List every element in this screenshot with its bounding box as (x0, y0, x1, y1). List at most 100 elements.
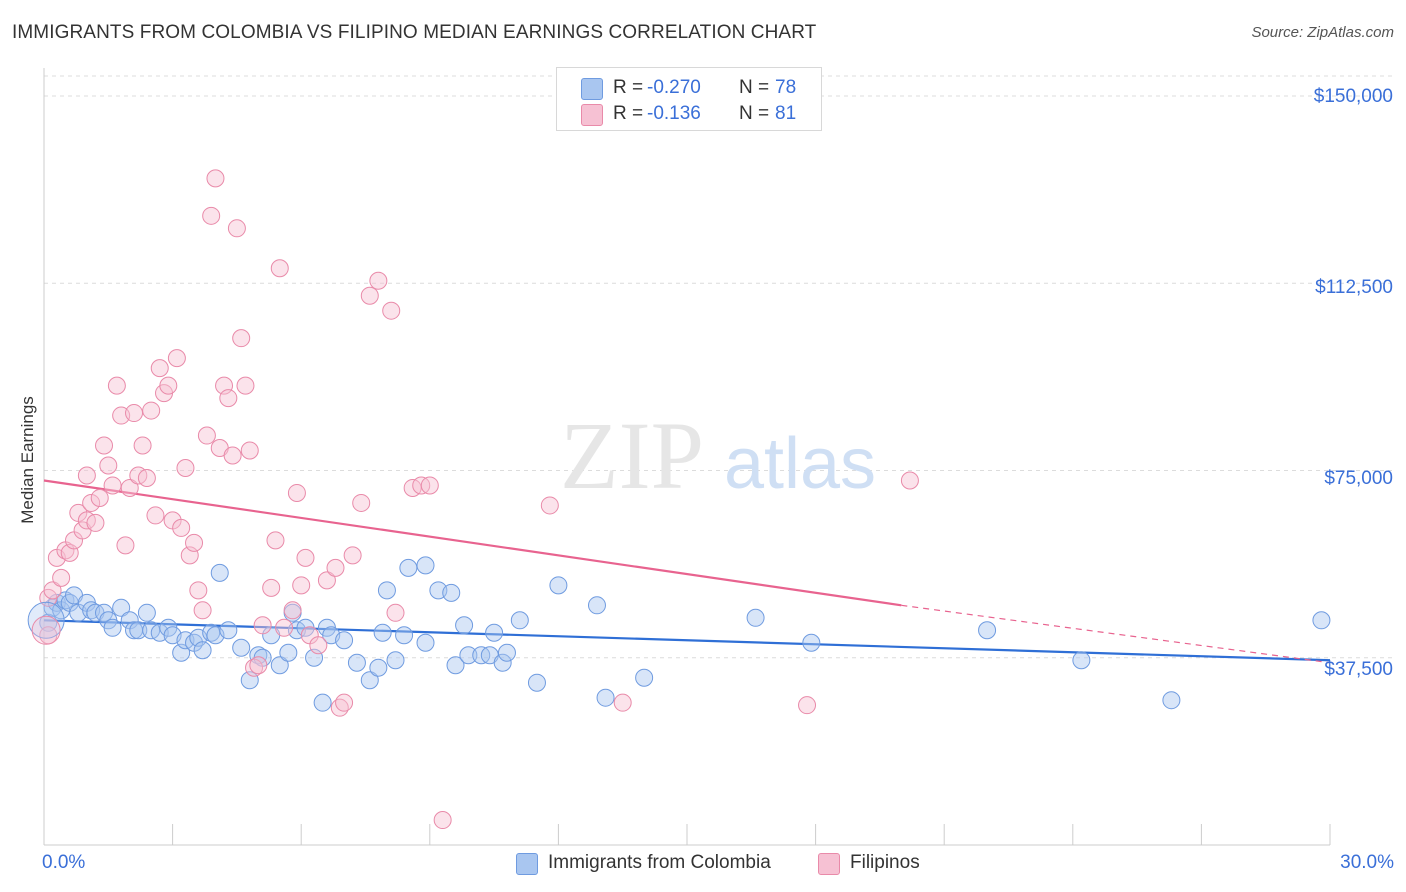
colombia-point (369, 658, 388, 677)
filipino-trend-line (43, 479, 902, 607)
colombia-point (549, 576, 568, 595)
chart-title: IMMIGRANTS FROM COLOMBIA VS FILIPINO MED… (12, 22, 817, 43)
colombia-point (493, 653, 512, 672)
colombia-point (527, 673, 546, 692)
filipino-point (287, 483, 306, 502)
filipino-point (900, 471, 919, 490)
legend-r-label: R = (613, 77, 644, 98)
trend-lines (43, 479, 1331, 664)
filipino-point (77, 466, 96, 485)
filipino-point (352, 493, 371, 512)
filipino-point (240, 441, 259, 460)
colombia-point (373, 623, 392, 642)
watermark-atlas: atlas (724, 424, 876, 504)
colombia-point (335, 631, 354, 650)
colombia-point (193, 641, 212, 660)
colombia-point (219, 621, 238, 640)
colombia-point (416, 633, 435, 652)
colombia-point (347, 653, 366, 672)
colombia-point (27, 601, 65, 639)
legend-swatch-colombia (581, 78, 603, 100)
colombia-point (360, 671, 379, 690)
filipino-point (433, 811, 452, 830)
colombia-point (497, 643, 516, 662)
colombia-point (399, 558, 418, 577)
filipino-point (137, 468, 156, 487)
colombia-point (510, 611, 529, 630)
colombia-point (1162, 691, 1181, 710)
filipino-point (262, 578, 281, 597)
filipino-point (120, 478, 139, 497)
filipino-point (202, 206, 221, 225)
filipino-point (197, 426, 216, 445)
filipino-point (133, 436, 152, 455)
colombia-point (386, 651, 405, 670)
legend-r-value: -0.136 (647, 103, 701, 124)
colombia-point (129, 621, 148, 640)
filipino-point (540, 496, 559, 515)
filipino-point (185, 533, 204, 552)
filipino-point (360, 286, 379, 305)
filipino-point (292, 576, 311, 595)
colombia-point (137, 603, 156, 622)
filipino-point (142, 401, 161, 420)
filipino-point (82, 493, 101, 512)
filipino-point (52, 568, 71, 587)
filipino-point (275, 618, 294, 637)
filipino-point (266, 531, 285, 550)
filipino-point (236, 376, 255, 395)
filipino-point (150, 359, 169, 378)
colombia-point (446, 656, 465, 675)
filipino-point (103, 476, 122, 495)
colombia-point (442, 583, 461, 602)
colombia-point (1072, 651, 1091, 670)
filipino-point (193, 601, 212, 620)
colombia-point (1312, 611, 1331, 630)
colombia-point (395, 626, 414, 645)
legend-swatch-colombia (516, 853, 538, 875)
filipino-point (227, 219, 246, 238)
colombia-point (270, 656, 289, 675)
legend-label-colombia: Immigrants from Colombia (548, 852, 771, 873)
colombia-point (802, 633, 821, 652)
filipino-point (146, 506, 165, 525)
filipino-point (420, 476, 439, 495)
colombia-point (232, 638, 251, 657)
colombia-trend-line (43, 619, 1331, 662)
x-tick-label-right: 30.0% (1340, 852, 1394, 873)
colombia-point (313, 693, 332, 712)
filipino-point (90, 488, 109, 507)
colombia-point (635, 668, 654, 687)
filipino-point (95, 436, 114, 455)
colombia-point (112, 598, 131, 617)
colombia-point (587, 596, 606, 615)
filipino-point (189, 581, 208, 600)
filipino-point (369, 271, 388, 290)
colombia-point (485, 623, 504, 642)
filipino-point (223, 446, 242, 465)
filipino-point (167, 349, 186, 368)
filipino-point (253, 616, 272, 635)
filipino-point (283, 601, 302, 620)
colombia-point (459, 646, 478, 665)
colombia-point (746, 608, 765, 627)
colombia-point (279, 643, 298, 662)
filipino-point (43, 581, 62, 600)
colombia-point (416, 556, 435, 575)
colombia-point (455, 616, 474, 635)
y-axis-label: Median Earnings (18, 396, 37, 524)
filipino-point (270, 259, 289, 278)
filipino-point (613, 693, 632, 712)
gridlines (44, 75, 1396, 659)
colombia-point (596, 688, 615, 707)
watermark: ZIP atlas (560, 402, 876, 509)
y-tick-label: $112,500 (1315, 277, 1393, 298)
y-tick-label: $37,500 (1324, 659, 1393, 680)
filipino-point (382, 301, 401, 320)
watermark-zip: ZIP (560, 402, 704, 509)
filipino-point (326, 558, 345, 577)
legend-swatch-filipinos (818, 853, 840, 875)
filipino-point (386, 603, 405, 622)
filipino-point (798, 696, 817, 715)
